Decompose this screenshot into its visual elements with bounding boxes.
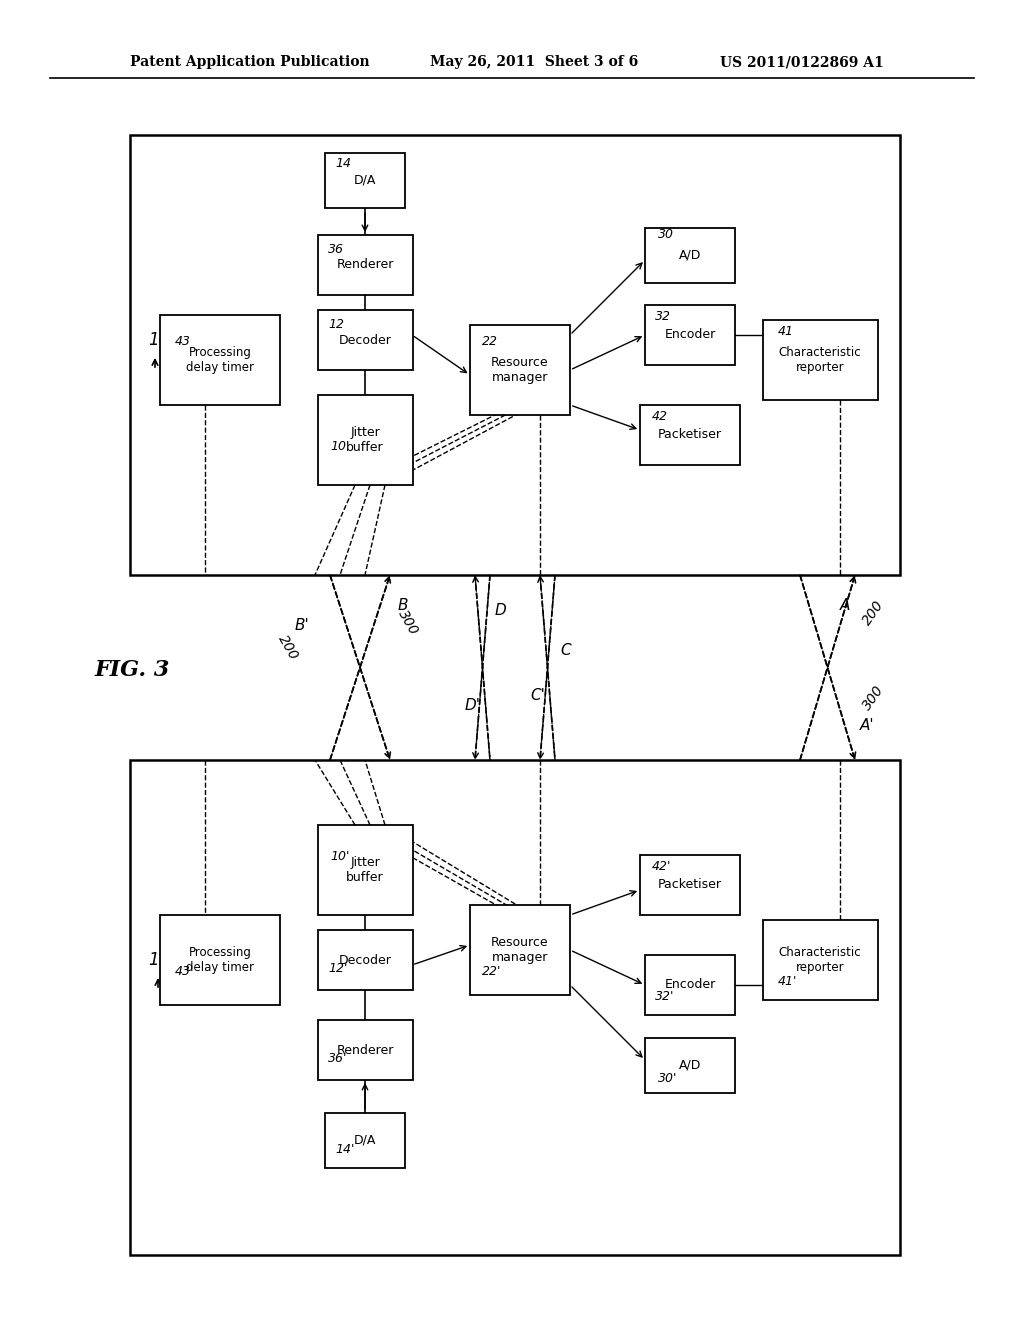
Text: 36': 36' [328,1052,347,1065]
Bar [130,760,900,1255]
Text: 12: 12 [328,318,344,331]
Text: 41: 41 [778,325,794,338]
Text: 32': 32' [655,990,675,1003]
Text: Encoder: Encoder [665,329,716,342]
Text: Jitter
buffer: Jitter buffer [346,426,384,454]
Bar [317,395,413,484]
Text: Resource
manager: Resource manager [492,356,549,384]
Bar [645,227,735,282]
Text: 10: 10 [330,440,346,453]
Text: Decoder: Decoder [339,334,391,346]
Bar [763,920,878,1001]
Text: 42': 42' [652,861,672,873]
Bar [470,906,570,995]
Bar [317,931,413,990]
Bar [470,325,570,414]
Text: 42: 42 [652,411,668,422]
Text: C': C' [530,688,545,704]
Text: 43': 43' [175,965,195,978]
Text: A': A' [860,718,874,733]
Text: 30: 30 [658,228,674,242]
Text: Encoder: Encoder [665,978,716,991]
Text: D': D' [465,698,481,713]
Text: D/A: D/A [354,173,376,186]
Text: US 2011/0122869 A1: US 2011/0122869 A1 [720,55,884,69]
Text: 100: 100 [148,331,180,348]
Text: A: A [840,598,850,612]
Text: Processing
delay timer: Processing delay timer [186,346,254,374]
Text: 36: 36 [328,243,344,256]
Text: Renderer: Renderer [336,259,393,272]
Text: Jitter
buffer: Jitter buffer [346,855,384,884]
Text: 22: 22 [482,335,498,348]
Text: B: B [398,598,409,612]
Text: 41': 41' [778,975,798,987]
Text: A/D: A/D [679,248,701,261]
Text: FIG. 3: FIG. 3 [95,659,170,681]
Text: Processing
delay timer: Processing delay timer [186,946,254,974]
Bar [325,1113,406,1167]
Bar [640,855,740,915]
Bar [317,235,413,294]
Text: 300: 300 [395,609,421,638]
Text: Patent Application Publication: Patent Application Publication [130,55,370,69]
Text: 12': 12' [328,962,347,975]
Text: 200: 200 [275,634,300,663]
Text: A/D: A/D [679,1059,701,1072]
Text: 10': 10' [330,850,349,863]
Bar [317,1020,413,1080]
Text: D/A: D/A [354,1134,376,1147]
Bar [130,135,900,576]
Bar [763,319,878,400]
Text: May 26, 2011  Sheet 3 of 6: May 26, 2011 Sheet 3 of 6 [430,55,638,69]
Text: 112: 112 [148,950,180,969]
Text: 32: 32 [655,310,671,323]
Text: D: D [495,603,507,618]
Text: Renderer: Renderer [336,1044,393,1056]
Bar [645,954,735,1015]
Text: 14: 14 [335,157,351,170]
Bar [645,1038,735,1093]
Bar [317,310,413,370]
Text: B': B' [295,618,309,634]
Bar [640,405,740,465]
Bar [160,915,280,1005]
Text: Packetiser: Packetiser [658,879,722,891]
Bar [317,825,413,915]
Text: 200: 200 [860,598,887,628]
Text: C: C [560,643,570,657]
Text: 30': 30' [658,1072,677,1085]
Text: 22': 22' [482,965,502,978]
Text: 300: 300 [860,684,887,713]
Text: Packetiser: Packetiser [658,429,722,441]
Text: Characteristic
reporter: Characteristic reporter [778,346,861,374]
Text: Resource
manager: Resource manager [492,936,549,964]
Text: Decoder: Decoder [339,953,391,966]
Bar [325,153,406,207]
Text: Characteristic
reporter: Characteristic reporter [778,946,861,974]
Bar [645,305,735,366]
Text: 43: 43 [175,335,191,348]
Bar [160,315,280,405]
Text: 14': 14' [335,1143,354,1156]
